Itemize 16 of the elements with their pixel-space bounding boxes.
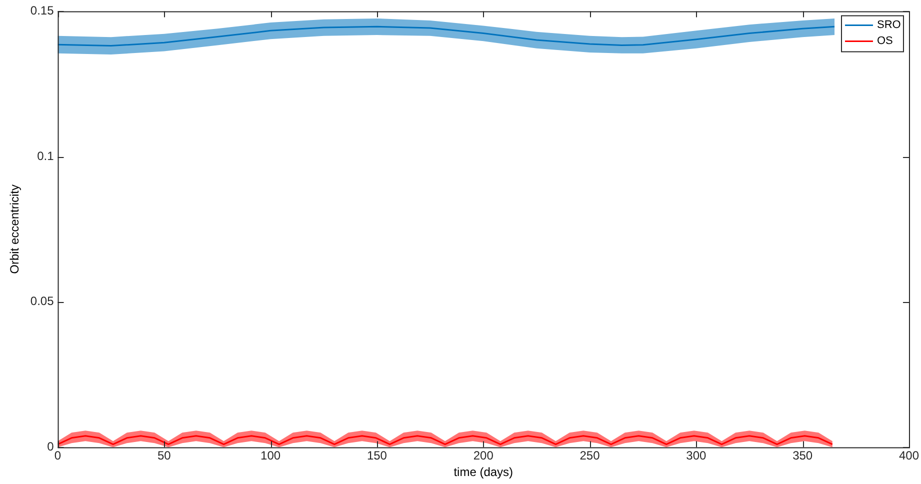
legend-label: OS: [876, 35, 893, 48]
x-tick-label: 150: [366, 448, 388, 463]
x-tick-label: 100: [260, 448, 281, 463]
x-tick-label: 250: [580, 448, 600, 463]
y-tick-label: 0: [47, 440, 54, 454]
x-tick-label: 300: [686, 448, 707, 463]
y-tick-label: 0.1: [37, 148, 54, 163]
x-axis-title: time (days): [454, 465, 514, 480]
x-tick-label: 400: [898, 448, 920, 463]
y-axis-title: Orbit eccentricity: [8, 184, 22, 274]
x-tick-label: 350: [792, 448, 813, 463]
y-tick-label: 0.15: [30, 4, 54, 18]
legend-label: SRO: [876, 19, 902, 32]
x-tick-label: 50: [157, 448, 172, 463]
y-tick-label: 0.05: [30, 294, 54, 308]
x-tick-label: 200: [473, 448, 494, 463]
